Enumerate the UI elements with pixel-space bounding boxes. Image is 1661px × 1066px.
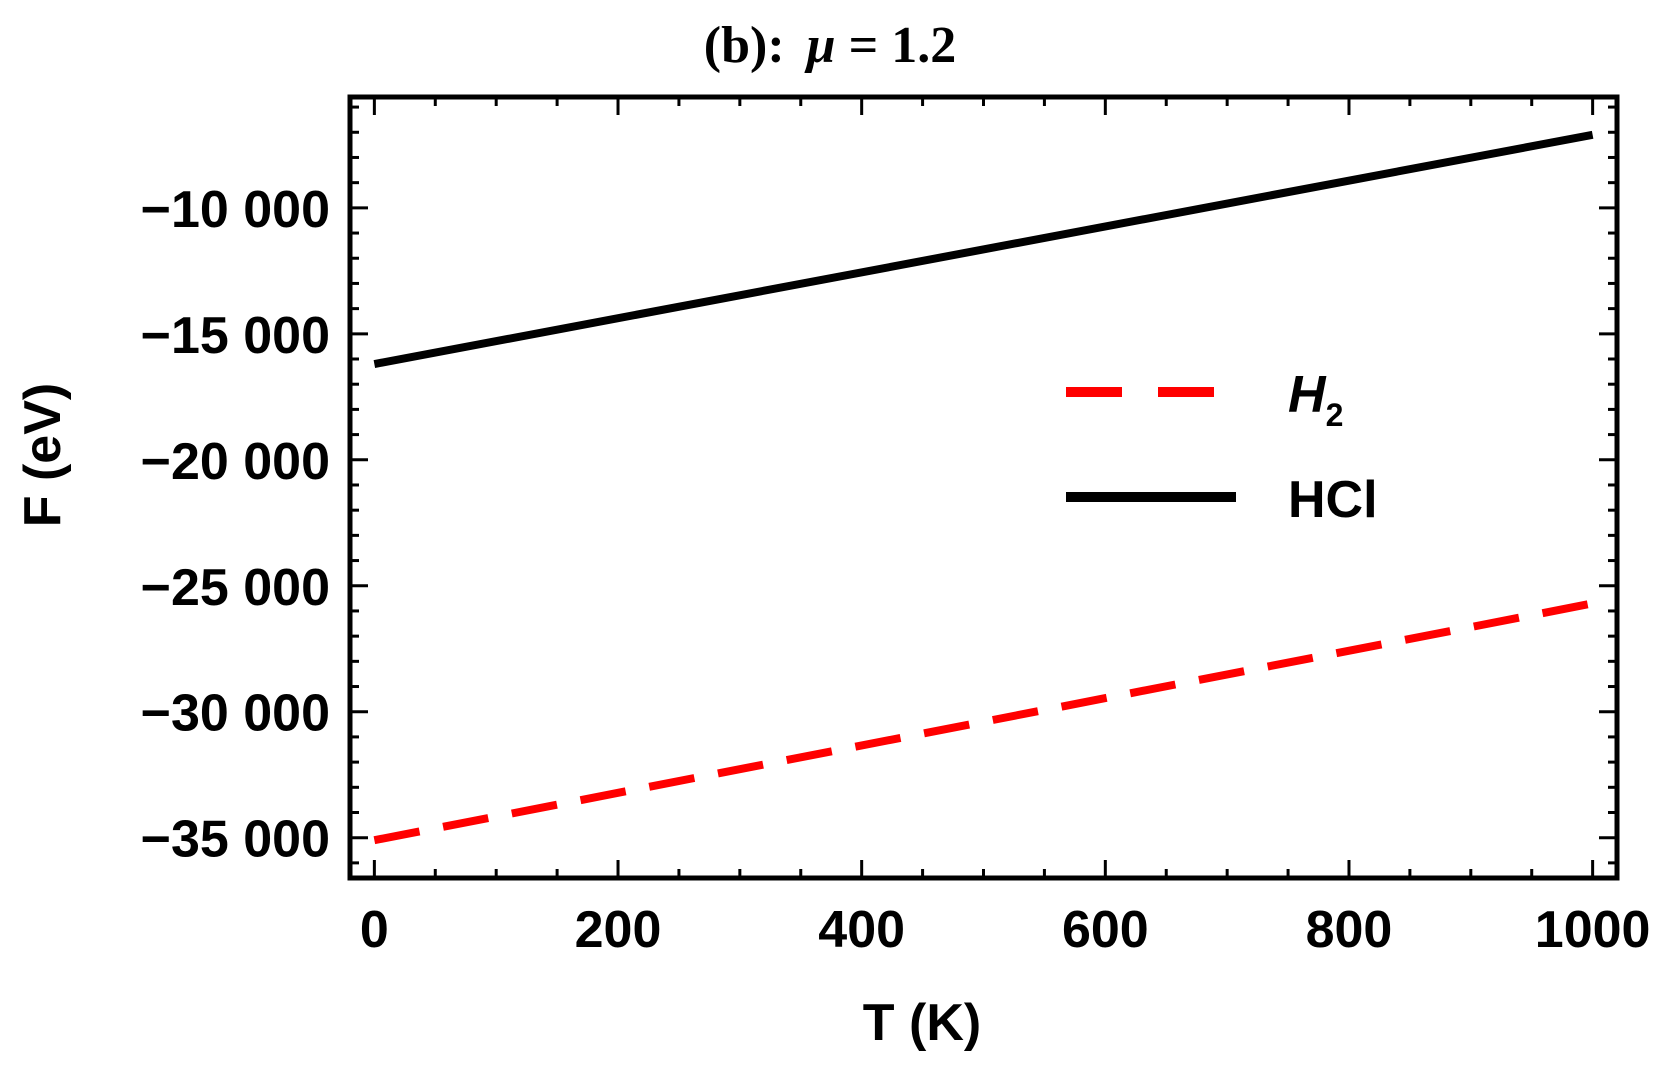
ticks-layer — [350, 97, 1617, 878]
legend-label-h2-sub: 2 — [1326, 397, 1344, 433]
legend-label-h2: H2 — [1288, 366, 1343, 433]
x-tick-label: 0 — [360, 901, 389, 959]
legend-label-h2-main: H — [1288, 366, 1327, 424]
legend-label-hcl: HCl — [1288, 471, 1378, 529]
y-tick-label: −30 000 — [141, 685, 330, 743]
chart-title: (b): μ = 1.2 — [704, 17, 956, 74]
y-tick-label: −20 000 — [141, 433, 330, 491]
y-axis-label: F (eV) — [14, 383, 72, 527]
plot-frame — [347, 94, 1620, 881]
x-tick-label: 1000 — [1535, 901, 1651, 959]
x-axis-label: T (K) — [863, 994, 981, 1052]
series-layer — [373, 130, 1594, 845]
y-tick-label: −15 000 — [141, 307, 330, 365]
y-tick-label: −35 000 — [141, 811, 330, 869]
title-prefix: (b): — [704, 17, 785, 74]
x-tick-label: 800 — [1306, 901, 1393, 959]
y-tick-label: −25 000 — [141, 559, 330, 617]
series-line-h2 — [373, 599, 1594, 845]
title-symbol: μ — [804, 17, 836, 74]
legend: H2 HCl — [1066, 366, 1378, 529]
tick-labels: 0 200 400 600 800 1000 −35 000 −30 000 −25 000 −2… — [141, 181, 1651, 959]
series-line-hcl — [373, 130, 1594, 368]
title-suffix: = 1.2 — [836, 17, 957, 74]
y-tick-label: −10 000 — [141, 181, 330, 239]
x-tick-label: 200 — [575, 901, 662, 959]
x-tick-label: 400 — [818, 901, 905, 959]
x-tick-label: 600 — [1062, 901, 1149, 959]
